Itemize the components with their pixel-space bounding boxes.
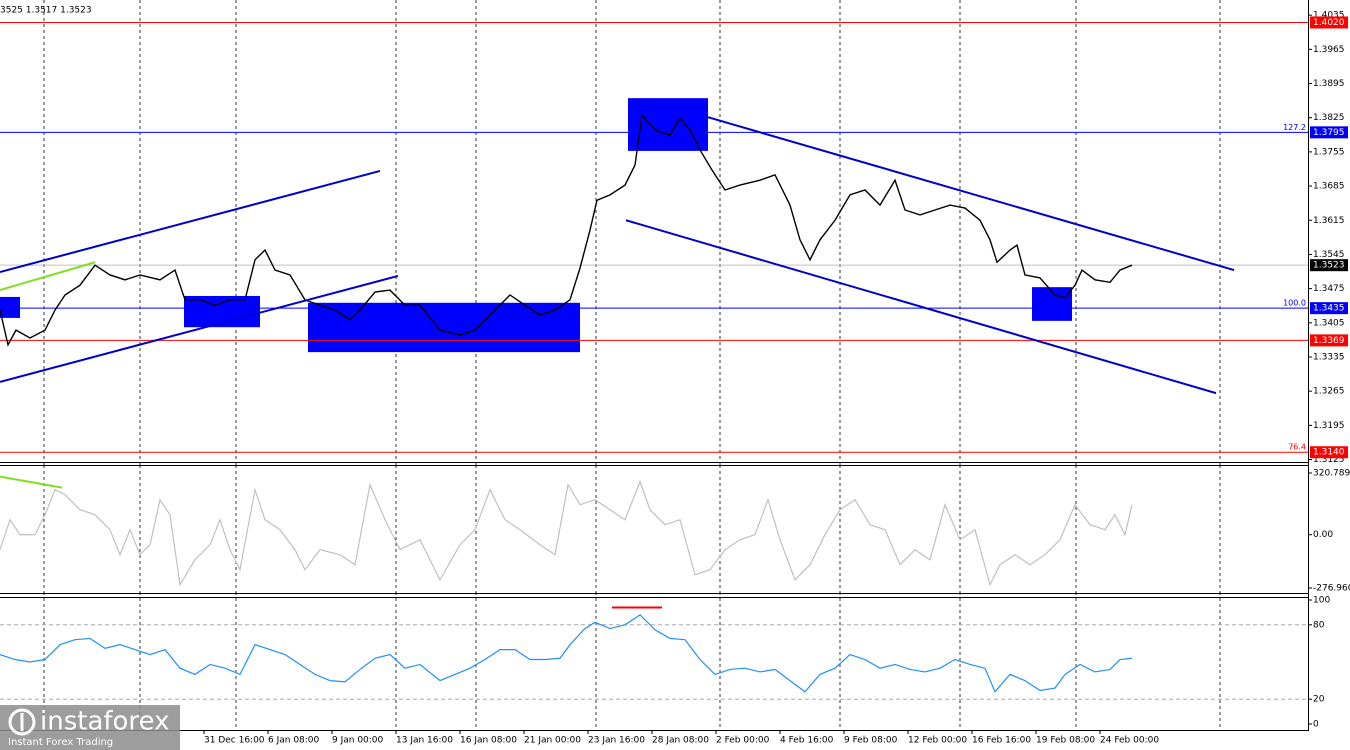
last-price-label: 1.3523: [1313, 261, 1345, 271]
x-tick-label: 19 Feb 08:00: [1036, 736, 1095, 746]
level-label-box: [1310, 302, 1348, 315]
y-tick-label: 0.00: [1313, 530, 1333, 540]
y-tick-label: 320.7896: [1313, 469, 1350, 479]
level-label: 1.3140: [1313, 448, 1345, 458]
y-tick-label: 1.3335: [1313, 353, 1345, 363]
zone-rectangle: [0, 296, 20, 318]
y-tick-label: 1.3405: [1313, 318, 1345, 328]
x-tick-label: 9 Feb 08:00: [844, 736, 898, 746]
y-tick-label: 1.3125: [1313, 455, 1345, 465]
x-tick-label: 6 Jan 08:00: [268, 736, 320, 746]
level-label-box: [1310, 16, 1348, 29]
y-tick-label: 1.3545: [1313, 250, 1345, 260]
level-label-box: [1310, 446, 1348, 459]
x-tick-label: 16 Feb 16:00: [972, 736, 1031, 746]
y-tick-label: 1.3195: [1313, 421, 1345, 431]
x-tick-label: 31 Dec 16:00: [204, 736, 265, 746]
x-tick-label: 2 Feb 00:00: [716, 736, 770, 746]
logo-icon: [8, 708, 36, 736]
level-tag: 100.0: [1283, 299, 1306, 308]
y-tick-label: 1.3755: [1313, 147, 1345, 157]
y-tick-label: 1.3825: [1313, 113, 1345, 123]
x-tick-label: 9 Jan 00:00: [332, 736, 384, 746]
x-tick-label: 23 Jan 16:00: [588, 736, 645, 746]
level-label: 1.3435: [1313, 304, 1345, 314]
trend-line: [707, 116, 1235, 272]
x-tick-label: 16 Jan 08:00: [460, 736, 517, 746]
level-tag: 76.4: [1288, 443, 1306, 452]
level-label: 1.3369: [1313, 336, 1345, 346]
y-tick-label: 100: [1313, 596, 1330, 606]
x-tick-label: 24 Feb 00:00: [1100, 736, 1159, 746]
y-tick-label: 20: [1313, 695, 1325, 705]
x-tick-label: 12 Feb 00:00: [908, 736, 967, 746]
level-label-box: [1310, 334, 1348, 347]
y-tick-label: 1.3685: [1313, 182, 1345, 192]
y-tick-label: 80: [1313, 620, 1325, 630]
y-tick-label: 1.3265: [1313, 387, 1345, 397]
logo-tagline: Instant Forex Trading: [8, 737, 113, 748]
y-tick-label: -276.960: [1313, 584, 1350, 594]
series-line: [0, 113, 1133, 347]
y-tick-label: 1.3475: [1313, 284, 1345, 294]
series-line: [0, 614, 1133, 693]
x-tick-label: 28 Jan 08:00: [652, 736, 709, 746]
series-line: [0, 479, 1133, 587]
y-tick-label: 1.4035: [1313, 11, 1345, 21]
logo-name: instaforex: [40, 707, 169, 737]
level-label: 1.4020: [1313, 18, 1345, 28]
header-quote: 3525 1.3517 1.3523: [0, 6, 92, 16]
y-tick-label: 1.3965: [1313, 45, 1345, 55]
y-tick-label: 0: [1313, 720, 1319, 730]
level-label-box: [1310, 126, 1348, 139]
logo: instaforex Instant Forex Trading: [0, 705, 180, 750]
x-tick-label: 4 Feb 16:00: [780, 736, 834, 746]
trend-line: [0, 475, 63, 489]
y-tick-label: 1.3895: [1313, 79, 1345, 89]
trend-line: [0, 274, 399, 383]
zone-rectangle: [1032, 287, 1072, 321]
level-tag: 127.2: [1283, 123, 1306, 132]
x-tick-label: 21 Jan 00:00: [524, 736, 581, 746]
trend-line: [0, 261, 96, 292]
y-tick-label: 1.3615: [1313, 216, 1345, 226]
x-tick-label: 13 Jan 16:00: [396, 736, 453, 746]
trend-line: [0, 169, 381, 273]
level-label: 1.3795: [1313, 128, 1345, 138]
trend-line: [625, 219, 1217, 395]
last-price-box: [1310, 259, 1348, 272]
zone-rectangle: [308, 302, 580, 353]
